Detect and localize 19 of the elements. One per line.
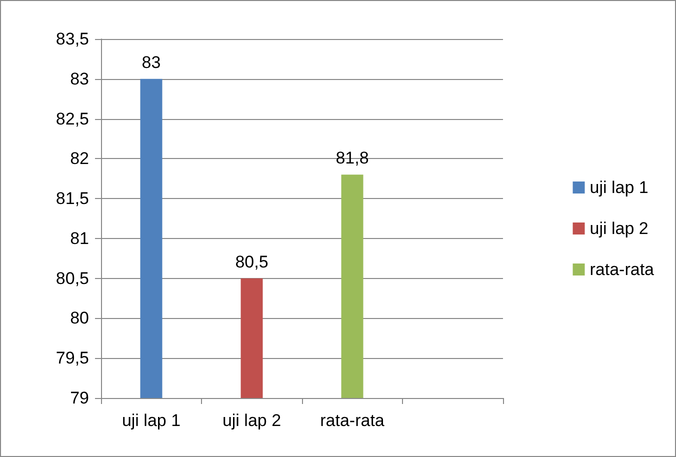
y-tick-label: 79 xyxy=(70,388,89,408)
y-tick-label: 80 xyxy=(70,308,89,328)
x-tick-label: uji lap 1 xyxy=(122,411,181,430)
y-tick-label: 82 xyxy=(70,149,89,168)
y-tick-label: 79,5 xyxy=(56,348,89,368)
y-tick-label: 80,5 xyxy=(56,268,89,288)
data-label: 81,8 xyxy=(336,148,369,168)
y-tick-label: 83,5 xyxy=(56,30,89,48)
legend-label: rata-rata xyxy=(590,260,655,279)
y-tick-label: 81,5 xyxy=(56,189,89,208)
y-tick-label: 82,5 xyxy=(56,109,89,128)
data-label: 80,5 xyxy=(235,252,268,272)
y-tick-label: 83 xyxy=(70,69,89,88)
legend-label: uji lap 1 xyxy=(590,178,648,197)
x-tick-label: uji lap 2 xyxy=(222,411,282,430)
legend-label: uji lap 2 xyxy=(590,219,648,238)
y-tick-label: 81 xyxy=(70,228,89,248)
data-label: 83 xyxy=(142,52,161,72)
x-tick-label: rata-rata xyxy=(320,411,385,430)
